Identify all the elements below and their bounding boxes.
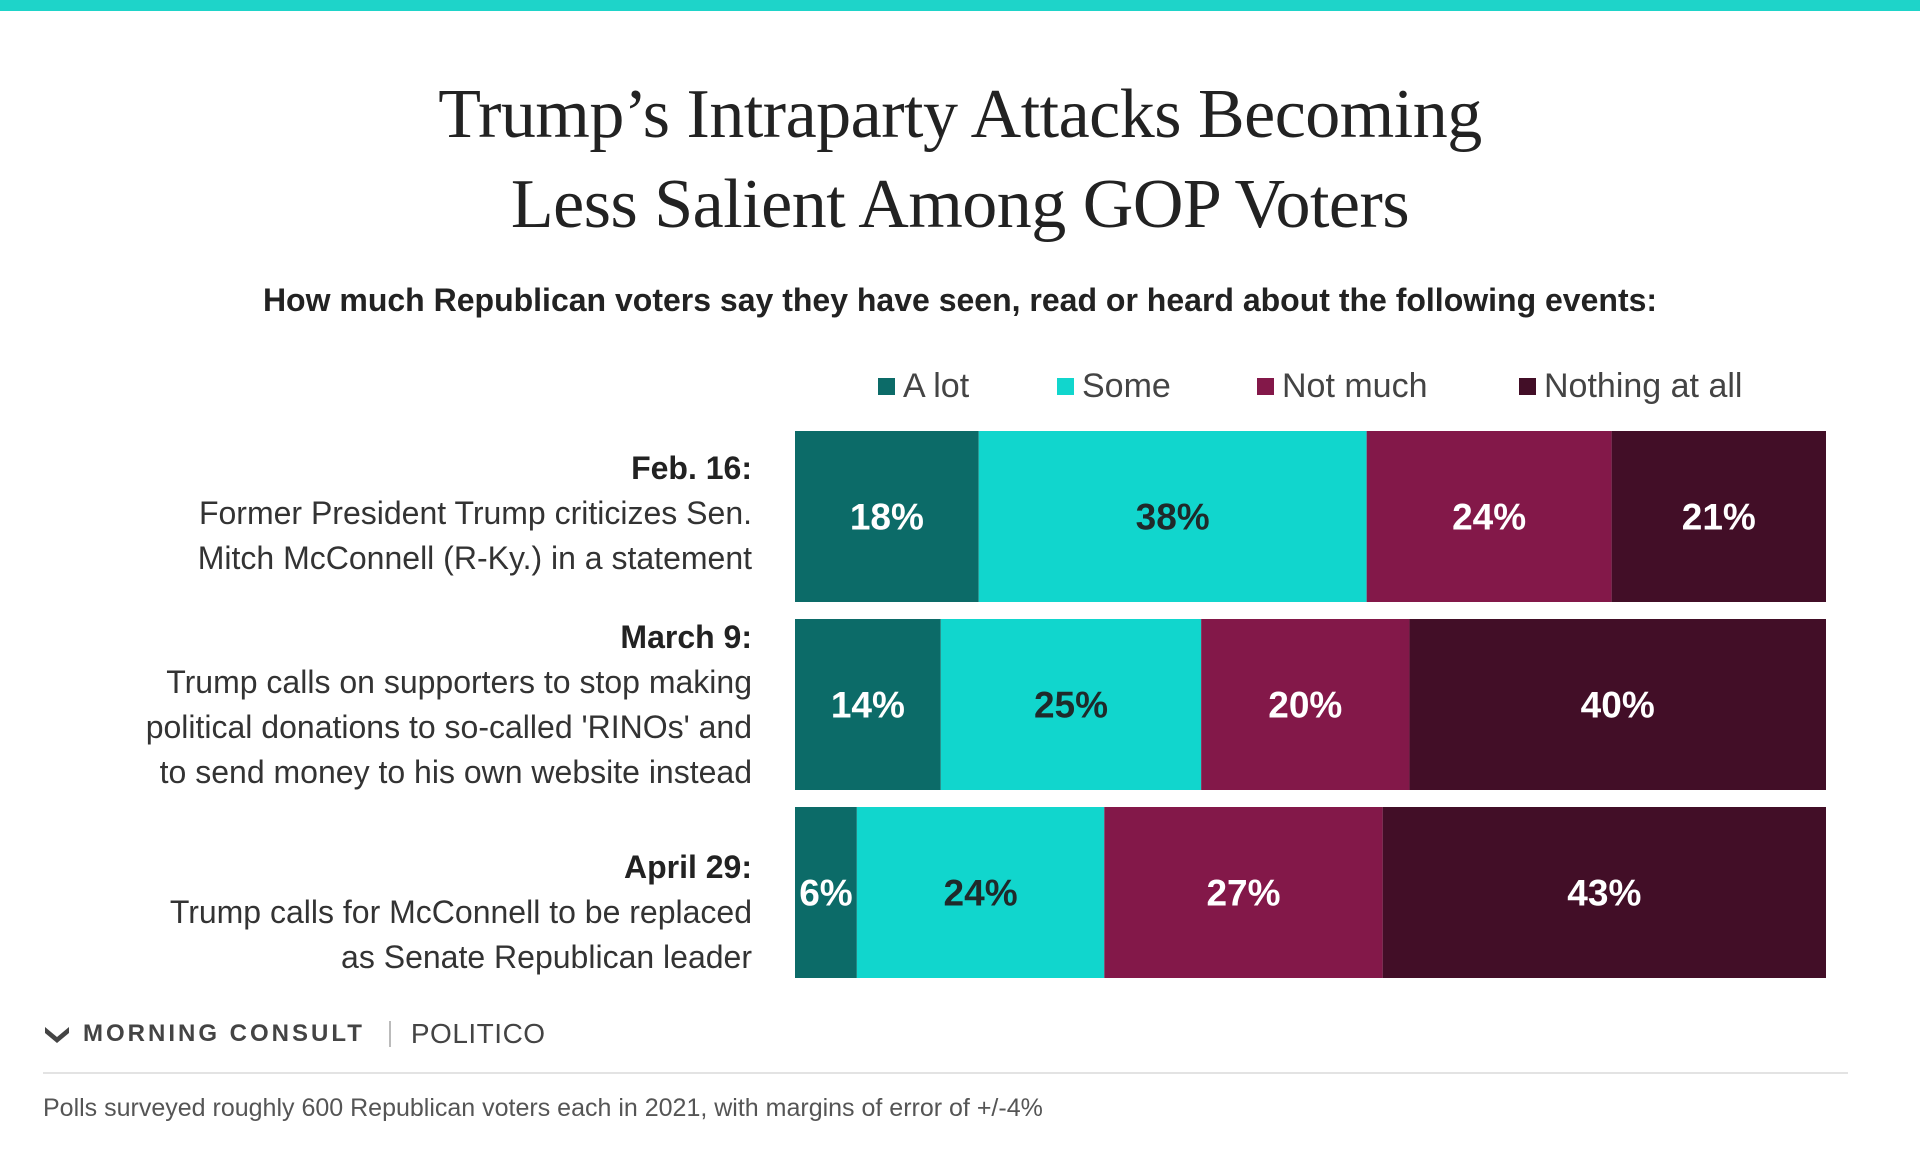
row-label-april-29: April 29: Trump calls for McConnell to b… <box>32 845 752 980</box>
bar-segment-a-lot <box>795 807 857 978</box>
bar-segment-a-lot <box>795 619 941 790</box>
bar-segment-not-much <box>1104 807 1383 978</box>
row-description-line: as Senate Republican leader <box>341 939 752 975</box>
data-label-some: 38% <box>1136 497 1210 538</box>
legend-label-nothing-at-all: Nothing at all <box>1544 366 1743 405</box>
footnote: Polls surveyed roughly 600 Republican vo… <box>43 1094 1043 1122</box>
data-label-nothing-at-all: 21% <box>1682 497 1756 538</box>
brand-divider <box>388 1021 391 1047</box>
row-date: April 29: <box>623 849 752 885</box>
row-description-line: Former President Trump criticizes Sen. <box>198 495 752 531</box>
legend-label-some: Some <box>1082 366 1171 405</box>
row-label-feb-16: Feb. 16: Former President Trump criticiz… <box>32 446 752 581</box>
bar-segment-nothing-at-all <box>1382 807 1826 978</box>
footer-branding: MORNING CONSULT POLITICO <box>43 1016 546 1052</box>
politico-wordmark: POLITICO <box>410 1018 546 1049</box>
morning-consult-wordmark: MORNING CONSULT <box>83 1020 365 1047</box>
legend-item-nothing-at-all: Nothing at all <box>1519 366 1742 406</box>
chart-title-line-1: Trump’s Intraparty Attacks Becoming <box>438 76 1482 153</box>
legend-item-some: Some <box>1057 366 1171 406</box>
data-label-some: 25% <box>1034 685 1108 726</box>
data-label-a-lot: 18% <box>850 497 924 538</box>
data-label-not-much: 27% <box>1206 873 1280 914</box>
legend-swatch-a-lot <box>878 377 895 395</box>
legend-label-not-much: Not much <box>1282 366 1428 405</box>
data-label-nothing-at-all: 43% <box>1567 873 1641 914</box>
chart-title: Trump’s Intraparty Attacks Becoming Less… <box>0 70 1920 250</box>
bar-segment-nothing-at-all <box>1409 619 1826 790</box>
bar-segment-not-much <box>1201 619 1410 790</box>
legend-swatch-not-much <box>1257 377 1274 395</box>
chart-subtitle: How much Republican voters say they have… <box>262 282 1658 318</box>
data-label-a-lot: 6% <box>799 873 852 914</box>
legend-swatch-nothing-at-all <box>1519 377 1536 395</box>
morning-consult-logo-icon <box>45 1027 69 1043</box>
row-label-march-9: March 9: Trump calls on supporters to st… <box>32 615 752 795</box>
bar-segment-some <box>940 619 1202 790</box>
row-date: Feb. 16: <box>631 450 752 486</box>
row-description-line: political donations to so-called 'RINOs'… <box>145 709 752 745</box>
data-label-a-lot: 14% <box>831 685 905 726</box>
data-label-some: 24% <box>944 873 1018 914</box>
data-label-not-much: 20% <box>1268 685 1342 726</box>
footer-divider <box>43 1072 1848 1074</box>
row-description-line: Mitch McConnell (R-Ky.) in a statement <box>197 540 752 576</box>
legend-swatch-some <box>1057 377 1074 395</box>
legend-item-a-lot: A lot <box>878 366 969 406</box>
data-label-nothing-at-all: 40% <box>1581 685 1655 726</box>
chart-title-line-2: Less Salient Among GOP Voters <box>510 166 1410 243</box>
legend-label-a-lot: A lot <box>903 366 970 405</box>
bar-segment-some <box>856 807 1105 978</box>
bar-segment-not-much <box>1366 431 1612 602</box>
row-description-line: Trump calls for McConnell to be replaced <box>169 894 752 930</box>
legend-item-not-much: Not much <box>1257 366 1428 406</box>
row-description-line: Trump calls on supporters to stop making <box>166 664 752 700</box>
row-description-line: to send money to his own website instead <box>159 754 752 790</box>
bar-segment-nothing-at-all <box>1611 431 1826 602</box>
data-label-not-much: 24% <box>1452 497 1526 538</box>
bar-segment-some <box>978 431 1367 602</box>
row-date: March 9: <box>620 619 752 655</box>
bar-segment-a-lot <box>795 431 979 602</box>
top-accent-bar <box>0 0 1920 11</box>
legend: A lot Some Not much Nothing at all <box>0 366 1920 406</box>
